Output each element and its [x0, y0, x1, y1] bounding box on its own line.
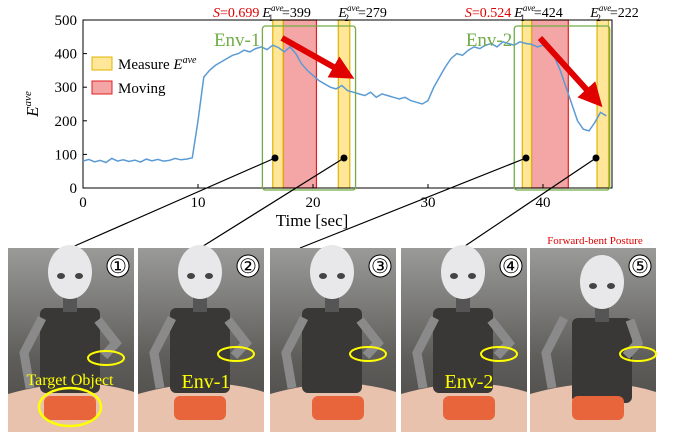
e-eq: = [610, 6, 618, 21]
x-tick-label: 0 [79, 195, 87, 211]
robot-head [178, 245, 222, 299]
s-eq: = [220, 6, 228, 21]
robot-head [48, 245, 92, 299]
object [572, 396, 624, 420]
robot-eye [187, 273, 195, 279]
s-annotation: S=0.699 [213, 6, 259, 21]
e-value: 222 [618, 6, 639, 21]
e-value: 399 [290, 6, 311, 21]
s-symbol: S [465, 6, 472, 21]
photo-caption: Env-1 [182, 371, 231, 393]
connector [70, 158, 275, 248]
env-label: Env-1 [214, 30, 260, 51]
robot-head [441, 245, 485, 299]
object [174, 396, 226, 420]
y-tick-label: 400 [55, 47, 78, 63]
measure-span [597, 20, 609, 188]
robot-eye [319, 273, 327, 279]
robot-eye [607, 283, 615, 289]
photo-caption: Env-2 [445, 371, 494, 393]
photo-number: ② [239, 256, 257, 278]
marker-dot [593, 155, 600, 162]
marker-dot [523, 155, 530, 162]
e-value: 424 [542, 6, 563, 21]
y-tick-label: 300 [55, 80, 78, 96]
y-tick-label: 500 [55, 13, 78, 29]
robot-head [580, 255, 624, 309]
e1-annotation: Eave1=399 [261, 3, 310, 23]
object [443, 396, 495, 420]
photo: ① Target Object [8, 245, 134, 432]
y-tick-label: 100 [55, 147, 78, 163]
legend-measure: Measure Eave [118, 55, 197, 73]
e-sub: 1 [520, 13, 525, 23]
robot-eye [337, 273, 345, 279]
robot-eye [57, 273, 65, 279]
photo: ③ [270, 245, 396, 432]
legend-measure-sup: ave [183, 55, 197, 66]
connector [300, 158, 526, 248]
x-axis-label: Time [sec] [276, 211, 349, 230]
y-label-symbol: E [23, 106, 42, 118]
legend-measure-swatch [92, 57, 112, 70]
photo-number: ⑤ [631, 256, 649, 278]
s-eq: = [472, 6, 480, 21]
y-tick-label: 0 [70, 181, 78, 197]
photo-header: Forward-bent Posture [547, 235, 643, 247]
e-eq: = [282, 6, 290, 21]
photo-number: ① [109, 256, 127, 278]
robot-eye [468, 273, 476, 279]
connector [200, 158, 344, 248]
s-symbol: S [213, 6, 220, 21]
photo-caption: Target Object [27, 372, 115, 389]
legend-measure-symbol: E [172, 57, 182, 73]
e-eq: = [358, 6, 366, 21]
robot-body [572, 318, 632, 403]
e-sub: 2 [344, 13, 349, 23]
legend: Measure Eave Moving [92, 55, 197, 97]
e-sub: 2 [596, 13, 601, 23]
object [312, 396, 364, 420]
x-tick-label: 10 [191, 195, 206, 211]
photo-number: ③ [371, 256, 389, 278]
s-value: 0.699 [228, 6, 260, 21]
s-annotation: S=0.524 [465, 6, 511, 21]
x-tick-label: 20 [306, 195, 321, 211]
e-sub: 1 [268, 13, 273, 23]
robot-eye [75, 273, 83, 279]
measure-span [522, 20, 531, 188]
legend-measure-name: Measure [118, 57, 173, 73]
photo: ② Env-1 [138, 245, 264, 432]
e-value: 279 [366, 6, 387, 21]
robot-eye [450, 273, 458, 279]
marker-dot [341, 155, 348, 162]
object [44, 396, 96, 420]
robot-eye [589, 283, 597, 289]
robot-head [310, 245, 354, 299]
measure-span [338, 20, 350, 188]
y-label-sup: ave [22, 91, 34, 106]
y-tick-label: 200 [55, 114, 78, 130]
legend-moving-swatch [92, 81, 112, 94]
y-axis-label: Eave [22, 91, 42, 118]
robot-eye [205, 273, 213, 279]
photo-number: ④ [502, 256, 520, 278]
figure: 0100200300400500010203040Time [sec]EaveE… [0, 0, 678, 435]
e-eq: = [534, 6, 542, 21]
legend-moving: Moving [118, 81, 166, 97]
photo: ⑤ Forward-bent Posture [530, 235, 656, 432]
e2-annotation: Eave2=222 [589, 3, 638, 23]
photo: ④ Env-2 [401, 245, 527, 432]
s-value: 0.524 [480, 6, 512, 21]
photo-strip: ① Target Object ② Env-1 ③ ④ Env-2 ⑤ Forward-bent… [8, 155, 656, 433]
marker-dot [272, 155, 279, 162]
env-label: Env-2 [466, 30, 512, 51]
